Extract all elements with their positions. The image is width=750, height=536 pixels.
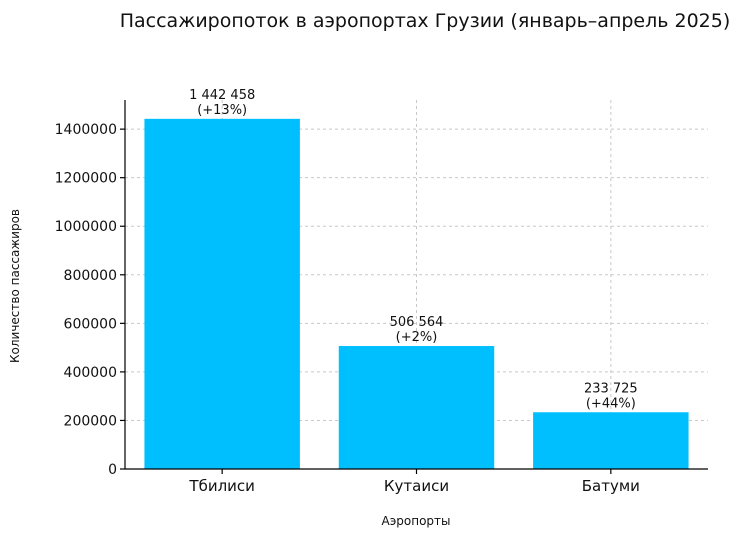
bar-value-label: 1 442 458	[189, 88, 255, 103]
x-axis-label: Аэропорты	[381, 514, 450, 528]
bar-labels: 1 442 458(+13%) 506 564(+2%) 233 725(+44%)	[189, 88, 638, 411]
bar-change-label: (+13%)	[197, 103, 247, 118]
x-tick-label: Батуми	[582, 477, 640, 495]
y-tick-label: 1200000	[55, 171, 117, 187]
y-tick-label: 1000000	[55, 219, 117, 235]
bar-change-label: (+44%)	[586, 396, 636, 411]
bar	[144, 118, 300, 469]
axes: 0 200000 400000 600000 800000 1000000 1200000 1…	[55, 100, 708, 495]
y-tick-label: 1400000	[55, 122, 117, 138]
y-tick-label: 0	[108, 462, 117, 478]
y-tick-label: 200000	[64, 413, 117, 429]
bar-value-label: 506 564	[390, 315, 444, 330]
chart-title: Пассажиропоток в аэропортах Грузии (янва…	[120, 10, 731, 32]
bar	[533, 412, 689, 469]
bar-value-label: 233 725	[584, 381, 638, 396]
y-tick-label: 400000	[64, 365, 117, 381]
x-tick-label: Тбилиси	[188, 477, 255, 495]
y-tick-label: 600000	[64, 316, 117, 332]
bar-change-label: (+2%)	[396, 330, 438, 345]
bar	[338, 346, 495, 469]
x-tick-label: Кутаиси	[384, 477, 449, 495]
y-axis-label: Количество пассажиров	[8, 209, 22, 363]
y-tick-label: 800000	[64, 268, 117, 284]
bars	[144, 118, 689, 469]
